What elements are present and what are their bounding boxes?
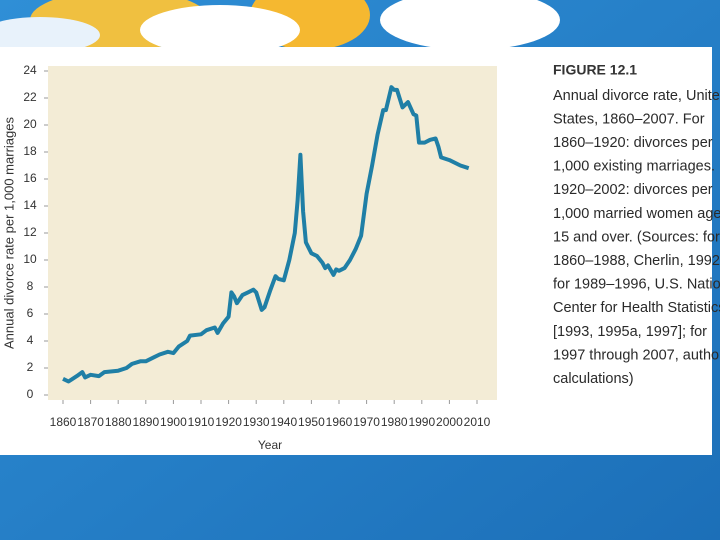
- x-tick-label: 2000: [436, 415, 463, 429]
- x-tick-label: 1920: [215, 415, 242, 429]
- clouds: [0, 0, 560, 55]
- data-line: [62, 85, 470, 384]
- y-tick-label: 8: [27, 279, 34, 293]
- caption-line: 1920–2002: divorces per: [553, 182, 713, 198]
- x-axis-label: Year: [258, 438, 282, 452]
- x-tick-label: 2010: [464, 415, 491, 429]
- caption-line: 1860–1988, Cherlin, 1992: [553, 253, 720, 269]
- caption-line: 1,000 existing marriages. For: [553, 159, 720, 175]
- y-tick-label: 18: [23, 144, 37, 158]
- y-tick-label: 16: [23, 171, 37, 185]
- caption-line: Center for Health Statistics: [553, 300, 720, 316]
- caption-line: 1997 through 2007, author's: [553, 347, 720, 363]
- x-tick-label: 1870: [77, 415, 104, 429]
- y-tick-label: 10: [23, 252, 37, 266]
- x-tick-label: 1990: [408, 415, 435, 429]
- x-tick-label: 1930: [243, 415, 270, 429]
- x-tick-label: 1940: [270, 415, 297, 429]
- x-tick-label: 1970: [353, 415, 380, 429]
- x-tick-label: 1890: [132, 415, 159, 429]
- x-tick-label: 1950: [298, 415, 325, 429]
- plot-area: [48, 66, 497, 400]
- x-tick-label: 1880: [105, 415, 132, 429]
- caption-line: 1,000 married women age: [553, 206, 720, 222]
- y-tick-label: 20: [23, 117, 37, 131]
- y-tick-label: 24: [23, 63, 37, 77]
- y-tick-label: 22: [23, 90, 37, 104]
- x-tick-label: 1860: [50, 415, 77, 429]
- x-tick-label: 1900: [160, 415, 187, 429]
- x-tick-label: 1960: [326, 415, 353, 429]
- y-tick-label: 14: [23, 198, 37, 212]
- x-tick-label: 1910: [188, 415, 215, 429]
- caption-line: States, 1860–2007. For: [553, 111, 705, 127]
- caption-line: 1860–1920: divorces per: [553, 135, 713, 151]
- y-tick-label: 0: [27, 387, 34, 401]
- caption-title: FIGURE 12.1: [553, 62, 637, 78]
- caption-line: calculations): [553, 371, 634, 387]
- y-tick-label: 12: [23, 225, 37, 239]
- caption-line: Annual divorce rate, United: [553, 88, 720, 104]
- y-tick-label: 6: [27, 306, 34, 320]
- caption-line: [1993, 1995a, 1997]; for: [553, 324, 707, 340]
- y-tick-label: 4: [27, 333, 34, 347]
- x-tick-label: 1980: [381, 415, 408, 429]
- caption-line: for 1989–1996, U.S. National: [553, 277, 720, 293]
- y-axis-label: Annual divorce rate per 1,000 marriages: [1, 117, 16, 349]
- caption-line: 15 and over. (Sources: for: [553, 229, 720, 245]
- y-tick-label: 2: [27, 360, 34, 374]
